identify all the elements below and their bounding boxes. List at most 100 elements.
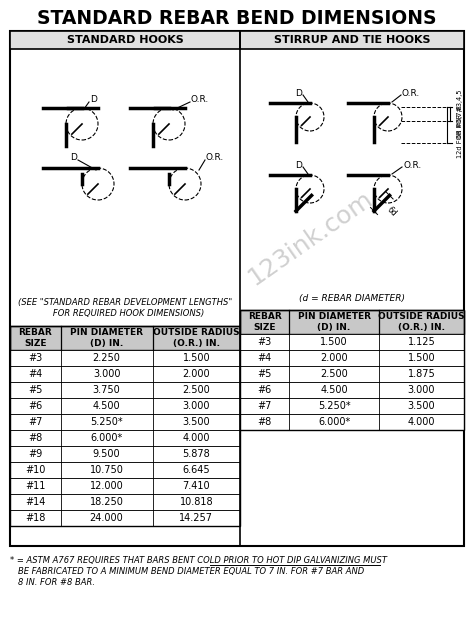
Text: 10.818: 10.818 — [180, 497, 213, 507]
Text: 5.878: 5.878 — [182, 449, 210, 459]
Text: PIN DIAMETER
(D) IN.: PIN DIAMETER (D) IN. — [298, 312, 371, 332]
Bar — [10, 31, 464, 546]
Text: #5: #5 — [257, 369, 272, 379]
Text: 7.410: 7.410 — [182, 481, 210, 491]
Text: #3: #3 — [257, 337, 272, 347]
Text: 1.125: 1.125 — [408, 337, 435, 347]
Text: (SEE "STANDARD REBAR DEVELOPMENT LENGTHS"
   FOR REQUIRED HOOK DIMENSIONS): (SEE "STANDARD REBAR DEVELOPMENT LENGTHS… — [18, 298, 232, 318]
Text: #14: #14 — [25, 497, 46, 507]
Bar — [10, 326, 240, 350]
Text: D: D — [295, 161, 302, 170]
Text: O.R.: O.R. — [191, 95, 209, 104]
Text: 14.257: 14.257 — [179, 513, 213, 523]
Text: 123ink.com: 123ink.com — [243, 186, 377, 290]
Text: 6d: 6d — [385, 205, 399, 218]
Text: 1.875: 1.875 — [408, 369, 435, 379]
Bar — [240, 398, 464, 414]
Text: #6: #6 — [257, 385, 272, 395]
Text: 1.500: 1.500 — [320, 337, 348, 347]
Text: 1.500: 1.500 — [182, 353, 210, 363]
Bar — [240, 31, 464, 49]
Text: O.R.: O.R. — [404, 161, 422, 170]
Bar — [10, 430, 240, 446]
Text: 3.500: 3.500 — [408, 401, 435, 411]
Text: * = ASTM A767 REQUIRES THAT BARS BENT COLD PRIOR TO HOT DIP GALVANIZING MUST: * = ASTM A767 REQUIRES THAT BARS BENT CO… — [10, 556, 387, 565]
Bar — [10, 366, 240, 382]
Text: 3.500: 3.500 — [182, 417, 210, 427]
Text: 4.500: 4.500 — [320, 385, 348, 395]
Bar — [240, 334, 464, 350]
Text: #6: #6 — [28, 401, 43, 411]
Text: 12d FOR #6,7,8: 12d FOR #6,7,8 — [457, 106, 463, 158]
Text: REBAR
SIZE: REBAR SIZE — [248, 312, 282, 332]
Text: #9: #9 — [28, 449, 43, 459]
Text: 5.250*: 5.250* — [90, 417, 123, 427]
Text: 10.750: 10.750 — [90, 465, 124, 475]
Text: 24.000: 24.000 — [90, 513, 123, 523]
Text: 6d FOR #3,4,5: 6d FOR #3,4,5 — [457, 90, 463, 138]
Text: #7: #7 — [28, 417, 43, 427]
Text: 4.000: 4.000 — [182, 433, 210, 443]
Bar — [10, 446, 240, 462]
Bar — [10, 382, 240, 398]
Text: (d = REBAR DIAMETER): (d = REBAR DIAMETER) — [299, 293, 405, 303]
Bar — [10, 462, 240, 478]
Bar — [10, 510, 240, 526]
Text: PIN DIAMETER
(D) IN.: PIN DIAMETER (D) IN. — [70, 328, 143, 348]
Text: 12.000: 12.000 — [90, 481, 123, 491]
Text: STANDARD HOOKS: STANDARD HOOKS — [67, 35, 183, 45]
Bar — [240, 382, 464, 398]
Text: OUTSIDE RADIUS
(O.R.) IN.: OUTSIDE RADIUS (O.R.) IN. — [378, 312, 465, 332]
Text: #10: #10 — [25, 465, 46, 475]
Text: #4: #4 — [257, 353, 272, 363]
Text: 3.000: 3.000 — [408, 385, 435, 395]
Text: D: D — [70, 153, 77, 163]
Text: #3: #3 — [28, 353, 43, 363]
Text: 4.000: 4.000 — [408, 417, 435, 427]
Text: O.R.: O.R. — [206, 153, 224, 163]
Text: 6.645: 6.645 — [182, 465, 210, 475]
Text: STIRRUP AND TIE HOOKS: STIRRUP AND TIE HOOKS — [274, 35, 430, 45]
Text: 6.000*: 6.000* — [91, 433, 123, 443]
Text: #8: #8 — [257, 417, 272, 427]
Text: 18.250: 18.250 — [90, 497, 124, 507]
Text: D: D — [90, 95, 97, 104]
Bar — [10, 350, 240, 366]
Text: #8: #8 — [28, 433, 43, 443]
Bar — [240, 366, 464, 382]
Bar — [10, 326, 240, 526]
Text: #5: #5 — [28, 385, 43, 395]
Text: D: D — [295, 89, 302, 97]
Text: 5.250*: 5.250* — [318, 401, 350, 411]
Bar — [240, 310, 464, 334]
Text: #11: #11 — [25, 481, 46, 491]
Bar — [240, 310, 464, 430]
Text: 3.000: 3.000 — [182, 401, 210, 411]
Bar — [10, 478, 240, 494]
Text: 8 IN. FOR #8 BAR.: 8 IN. FOR #8 BAR. — [18, 578, 95, 587]
Text: 2.000: 2.000 — [320, 353, 348, 363]
Text: 3.000: 3.000 — [93, 369, 120, 379]
Text: #7: #7 — [257, 401, 272, 411]
Text: #4: #4 — [28, 369, 43, 379]
Text: STANDARD REBAR BEND DIMENSIONS: STANDARD REBAR BEND DIMENSIONS — [37, 9, 437, 28]
Text: 2.250: 2.250 — [92, 353, 120, 363]
Bar — [10, 414, 240, 430]
Text: 6.000*: 6.000* — [318, 417, 350, 427]
Bar — [10, 494, 240, 510]
Bar — [10, 31, 240, 49]
Text: 3.750: 3.750 — [93, 385, 120, 395]
Text: OUTSIDE RADIUS
(O.R.) IN.: OUTSIDE RADIUS (O.R.) IN. — [153, 328, 240, 348]
Bar — [240, 414, 464, 430]
Text: #18: #18 — [25, 513, 46, 523]
Text: 2.500: 2.500 — [182, 385, 210, 395]
Text: 2.500: 2.500 — [320, 369, 348, 379]
Text: BE FABRICATED TO A MINIMUM BEND DIAMETER EQUAL TO 7 IN. FOR #7 BAR AND: BE FABRICATED TO A MINIMUM BEND DIAMETER… — [18, 567, 364, 576]
Bar — [240, 350, 464, 366]
Text: 2.000: 2.000 — [182, 369, 210, 379]
Text: 1.500: 1.500 — [408, 353, 435, 363]
Text: 9.500: 9.500 — [93, 449, 120, 459]
Text: 4.500: 4.500 — [93, 401, 120, 411]
Text: O.R.: O.R. — [402, 89, 420, 97]
Bar — [10, 398, 240, 414]
